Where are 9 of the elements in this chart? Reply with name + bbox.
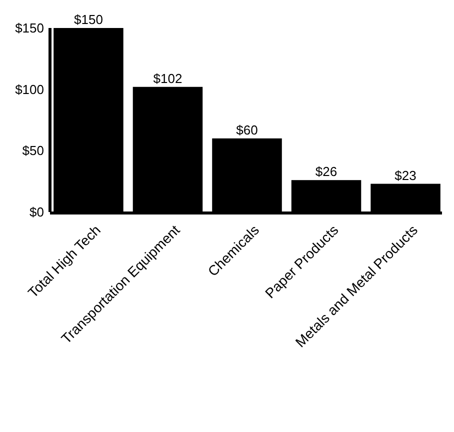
data-label: $23	[394, 168, 416, 183]
data-label: $102	[153, 70, 182, 86]
y-tick-label: $0	[30, 204, 44, 220]
data-label: $150	[74, 12, 103, 27]
y-tick-label: $50	[22, 143, 44, 158]
y-tick-label: $100	[15, 82, 44, 97]
data-label: $26	[315, 164, 338, 180]
data-label: $60	[236, 122, 258, 138]
y-tick-label: $150	[15, 20, 44, 36]
